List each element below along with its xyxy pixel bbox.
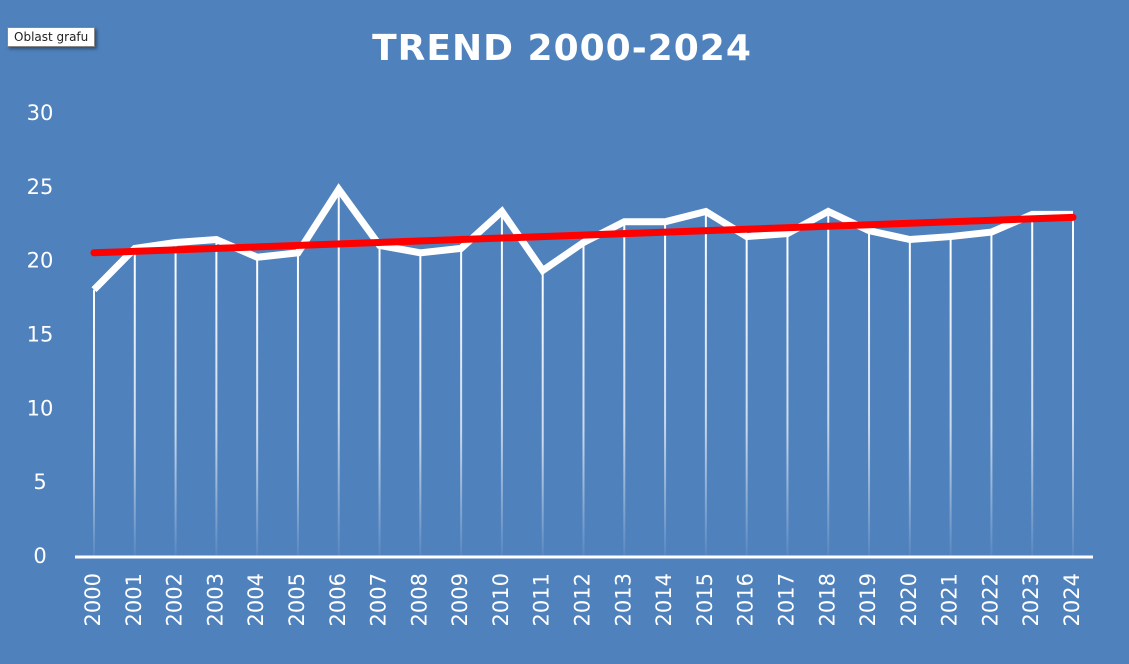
x-tick-label: 2022 (978, 573, 1002, 626)
x-tick-label: 2021 (938, 573, 962, 626)
x-tick-label: 2015 (693, 573, 717, 626)
x-tick-label: 2007 (367, 573, 391, 626)
drop-line (704, 211, 707, 557)
x-tick-label: 2012 (571, 573, 595, 626)
drop-line (256, 257, 259, 557)
x-tick-label: 2024 (1060, 573, 1084, 626)
drop-line (93, 289, 95, 557)
drop-line (908, 239, 911, 557)
drop-line (827, 211, 830, 557)
drop-line (745, 236, 748, 557)
data-line (91, 183, 1073, 293)
y-tick-label: 20 (27, 249, 54, 273)
x-tick-label: 2003 (203, 573, 227, 626)
x-tick-label: 2004 (244, 573, 268, 626)
x-tick-label: 2005 (285, 573, 309, 626)
x-tick-label: 2008 (407, 573, 431, 626)
drop-line (500, 211, 503, 557)
trend-line (90, 213, 1077, 257)
drop-line (786, 233, 789, 558)
x-tick-label: 2017 (774, 573, 798, 626)
y-tick-label: 30 (27, 101, 54, 125)
drop-line (419, 252, 422, 557)
y-tick-label: 10 (27, 396, 54, 420)
x-tick-label: 2020 (897, 573, 921, 626)
drop-line (664, 221, 667, 557)
x-tick-label: 2019 (856, 573, 880, 626)
drop-line (133, 248, 136, 558)
x-tick-label: 2013 (611, 573, 635, 626)
x-tick-label: 2002 (163, 573, 187, 626)
drop-line (868, 230, 871, 557)
drop-line (1072, 214, 1074, 557)
x-tick-label: 2018 (815, 573, 839, 626)
drop-line (949, 236, 952, 557)
drop-line (378, 245, 381, 557)
drop-line (541, 270, 544, 557)
x-tick-label: 2016 (734, 573, 758, 626)
y-tick-label: 25 (27, 175, 54, 199)
y-tick-label: 15 (27, 323, 54, 347)
drop-line (460, 248, 463, 558)
x-tick-label: 2009 (448, 573, 472, 626)
drop-line (623, 221, 626, 557)
drop-line (215, 239, 218, 557)
drop-line (174, 242, 177, 557)
x-tick-label: 2000 (81, 573, 105, 626)
x-tick-label: 2001 (122, 573, 146, 626)
x-tick-label: 2010 (489, 573, 513, 626)
tooltip: Oblast grafu (7, 27, 96, 47)
y-tick-label: 0 (33, 544, 46, 568)
x-tick-label: 2006 (326, 573, 350, 626)
x-tick-label: 2014 (652, 573, 676, 626)
drop-line (582, 242, 585, 557)
y-tick-label: 5 (33, 470, 46, 494)
drop-line (990, 232, 993, 557)
x-tick-label: 2023 (1019, 573, 1043, 626)
chart-title: TREND 2000-2024 (372, 28, 752, 69)
drop-line (337, 189, 340, 557)
drop-line (296, 252, 299, 557)
drop-line (1031, 214, 1034, 557)
x-tick-label: 2011 (530, 573, 554, 626)
